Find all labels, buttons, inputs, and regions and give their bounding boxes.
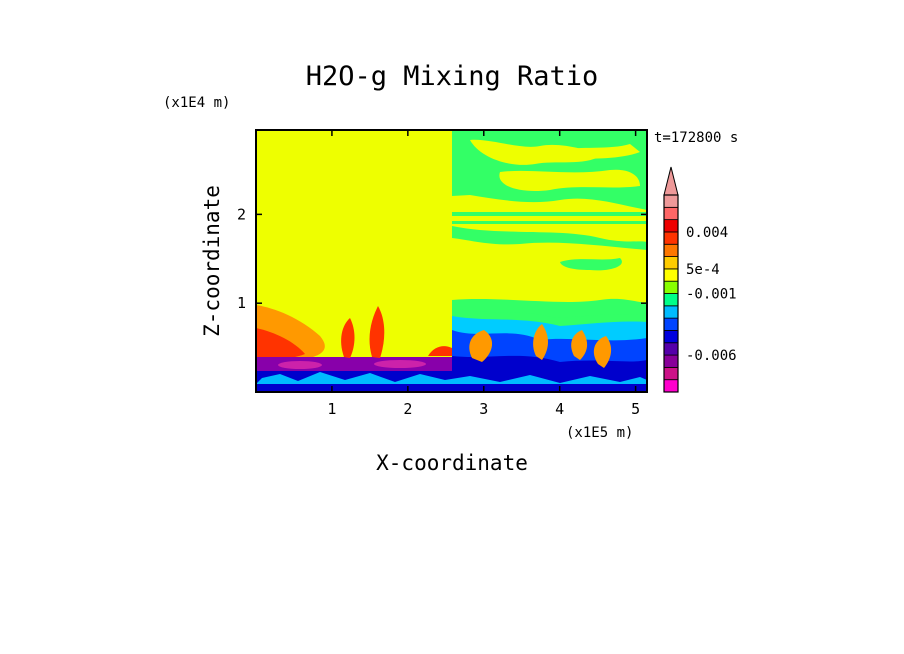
- colorbar-bin: [663, 379, 679, 393]
- green-stripe-1: [452, 212, 647, 216]
- plume-3: [428, 346, 452, 356]
- colorbar-bin: [663, 243, 679, 257]
- x-unit-label: (x1E5 m): [566, 425, 633, 441]
- colorbar-tick-label: -0.001: [686, 287, 737, 303]
- plume-5: [533, 324, 548, 360]
- y-axis-ticks: 12: [237, 205, 647, 312]
- surface-cyan-streaks: [256, 372, 647, 384]
- colorbar-bin: [663, 194, 679, 208]
- colorbar-frame: [663, 194, 679, 393]
- y-tick-label: 1: [237, 294, 246, 312]
- x-tick-label: 5: [631, 400, 640, 418]
- colorbar-extend-arrow: [663, 166, 679, 196]
- colorbar-bin: [663, 219, 679, 233]
- time-label: t=172800 s: [654, 130, 738, 146]
- y-axis-label: Z-coordinate: [200, 185, 224, 337]
- x-axis-label: X-coordinate: [376, 451, 528, 475]
- x-tick-label: 3: [479, 400, 488, 418]
- green-fringe: [452, 308, 647, 326]
- magenta-core-1: [278, 361, 322, 369]
- colorbar-bin: [663, 317, 679, 331]
- colorbar-tick-label: -0.006: [686, 348, 737, 364]
- y-tick-label: 2: [237, 205, 246, 223]
- colorbar-bin: [663, 206, 679, 221]
- colorbar-bin: [663, 366, 679, 381]
- colorbar: 0.004 5e-4 -0.001 -0.006: [663, 166, 737, 393]
- plume-6: [571, 330, 588, 360]
- plume-2: [369, 306, 385, 358]
- colorbar-bin: [663, 280, 679, 294]
- x-tick-label: 4: [555, 400, 564, 418]
- colorbar-bin: [663, 305, 679, 319]
- x-tick-label: 2: [403, 400, 412, 418]
- plume-4: [469, 330, 493, 362]
- colorbar-bin: [663, 231, 679, 245]
- x-tick-label: 1: [327, 400, 336, 418]
- yellow-blob-2: [499, 169, 640, 192]
- colorbar-tick-label: 5e-4: [686, 262, 720, 278]
- plume-1: [341, 318, 355, 358]
- colorbar-bin: [663, 256, 679, 270]
- yellow-blob-3: [560, 144, 640, 160]
- x-axis-ticks: 1 2 3 4 5: [327, 130, 640, 418]
- colorbar-bin: [663, 354, 679, 368]
- colorbar-bin: [663, 268, 679, 282]
- green-band-2: [452, 226, 647, 250]
- y-unit-label: (x1E4 m): [163, 95, 230, 111]
- colorbar-bin: [663, 330, 679, 344]
- heatmap-field: [256, 130, 647, 392]
- green-stripe-2: [452, 221, 647, 224]
- colorbar-bin: [663, 293, 679, 307]
- colorbar-tick-label: 0.004: [686, 225, 728, 241]
- left-red-core: [256, 328, 305, 360]
- green-blob-4: [560, 258, 622, 271]
- colorbar-bin: [663, 342, 679, 356]
- plume-7: [593, 336, 612, 368]
- magenta-core-2: [374, 360, 426, 368]
- plot-frame: [255, 129, 648, 393]
- chart-title: H2O-g Mixing Ratio: [306, 61, 599, 92]
